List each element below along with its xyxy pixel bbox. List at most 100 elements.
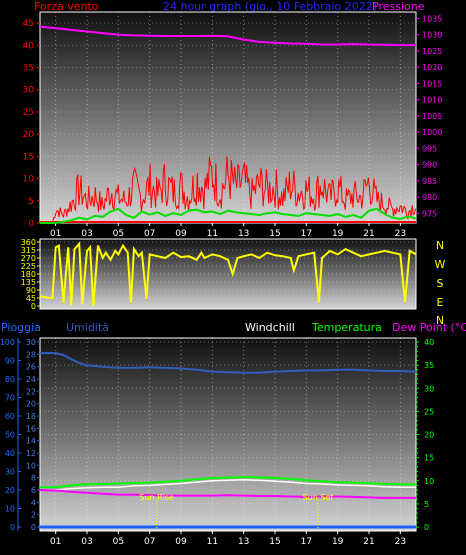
wind-tick-label: 10 [23, 175, 35, 185]
rain-tick-label: 90 [5, 357, 15, 366]
rain-tick-label: 80 [5, 375, 15, 384]
temperature-tick-label: 0 [424, 523, 429, 532]
temperature-tick-label: 5 [424, 500, 429, 509]
pressure-tick-label: 990 [422, 161, 437, 170]
pressure-tick-label: 1010 [422, 96, 442, 105]
rain-label: Pioggia [1, 321, 41, 334]
humidity-tick-label: 14 [26, 437, 36, 446]
direction-panel-background [40, 239, 416, 309]
humidity-tick-label: 30 [26, 338, 36, 347]
humidity-series [40, 352, 417, 374]
wind-tick-label: 20 [23, 130, 35, 140]
direction-tick-label: 135 [21, 278, 36, 287]
pressure-tick-label: 995 [422, 144, 437, 153]
x-tick-label: 15 [269, 229, 280, 239]
humidity-tick-label: 12 [26, 449, 36, 458]
wind-direction-series [39, 241, 417, 307]
humidity-tick-label: 16 [26, 424, 36, 433]
x-tick-label: 23 [395, 537, 406, 547]
direction-tick-label: 90 [26, 286, 36, 295]
x-tick-label: 15 [269, 537, 280, 547]
humidity-tick-label: 22 [26, 387, 36, 396]
pressure-tick-label: 1015 [422, 79, 442, 88]
rain-tick-label: 0 [10, 523, 15, 532]
compass-w: W [435, 258, 446, 271]
rain-tick-label: 20 [5, 486, 15, 495]
x-tick-label: 05 [113, 229, 124, 239]
wind-tick-label: 25 [23, 108, 34, 118]
rain-tick-label: 100 [0, 338, 15, 347]
humidity-tick-label: 28 [26, 350, 36, 359]
x-tick-label: 11 [207, 537, 218, 547]
direction-tick-label: 180 [21, 270, 36, 279]
temperature-label: Temperatura [311, 321, 382, 334]
temperature-tick-label: 40 [424, 338, 434, 347]
rain-tick-label: 50 [5, 431, 15, 440]
dewpoint-series [39, 489, 416, 499]
x-tick-label: 21 [363, 229, 374, 239]
x-tick-label: 17 [301, 229, 312, 239]
compass-e: E [437, 296, 444, 309]
temperature-tick-label: 35 [424, 361, 434, 370]
x-tick-label: 19 [332, 537, 344, 547]
pressure-tick-label: 1005 [422, 112, 442, 121]
wind-axis-label: Forza vento [34, 0, 99, 13]
humidity-tick-label: 6 [31, 486, 36, 495]
x-tick-label: 23 [395, 229, 406, 239]
sun-rise-label: Sun Rise [139, 493, 174, 502]
direction-tick-label: 270 [21, 254, 36, 263]
temperature-series [40, 476, 416, 489]
x-tick-label: 07 [144, 537, 155, 547]
rain-tick-label: 40 [5, 449, 15, 458]
pressure-tick-label: 1025 [422, 47, 442, 56]
pressure-tick-label: 980 [422, 193, 437, 202]
pressure-tick-label: 975 [422, 209, 437, 218]
rain-tick-label: 60 [5, 412, 15, 421]
humidity-tick-label: 4 [31, 498, 36, 507]
rain-tick-label: 30 [5, 468, 15, 477]
humidity-tick-label: 18 [26, 412, 36, 421]
x-tick-label: 03 [81, 229, 92, 239]
x-tick-label: 03 [81, 537, 92, 547]
wind-tick-label: 5 [28, 197, 34, 207]
pressure-tick-label: 1000 [422, 128, 442, 137]
sun-set-label: Sun Set [303, 493, 334, 502]
wind-tick-label: 40 [23, 41, 35, 51]
humidity-tick-label: 24 [26, 375, 36, 384]
humidity-tick-label: 8 [31, 474, 36, 483]
temperature-tick-label: 15 [424, 454, 434, 463]
wind-pressure-chart: 01 03 05 07 09 11 13 15 17 19 21 230510152025303540… [23, 11, 442, 239]
wind-panel-background [40, 12, 416, 223]
pressure-series [39, 25, 416, 47]
compass-n-bottom: N [436, 314, 444, 327]
rain-tick-label: 10 [5, 505, 15, 514]
dewpoint-label: Dew Point (°C) [392, 321, 466, 334]
temperature-tick-label: 25 [424, 407, 434, 416]
windchill-series [40, 479, 416, 491]
humidity-tick-label: 2 [31, 511, 36, 520]
x-tick-label: 01 [50, 229, 61, 239]
x-tick-label: 01 [50, 537, 61, 547]
wind-average-series [40, 207, 417, 224]
x-tick-label: 05 [113, 537, 124, 547]
windchill-label: Windchill [245, 321, 295, 334]
pressure-tick-label: 985 [422, 177, 437, 186]
pressure-tick-label: 1035 [422, 14, 442, 23]
x-tick-label: 09 [175, 537, 187, 547]
wind-tick-label: 15 [23, 152, 34, 162]
x-tick-label: 09 [175, 229, 187, 239]
direction-tick-label: 45 [26, 294, 36, 303]
x-tick-label: 13 [238, 229, 249, 239]
wind-tick-label: 45 [23, 19, 34, 29]
humidity-tick-label: 0 [31, 523, 36, 532]
direction-tick-label: 315 [21, 246, 36, 255]
temperature-tick-label: 10 [424, 477, 434, 486]
pressure-tick-label: 1020 [422, 63, 442, 72]
direction-tick-label: 225 [21, 262, 36, 271]
pressure-tick-label: 1030 [422, 31, 442, 40]
compass-n-top: N [436, 239, 444, 252]
humidity-tick-label: 26 [26, 363, 36, 372]
